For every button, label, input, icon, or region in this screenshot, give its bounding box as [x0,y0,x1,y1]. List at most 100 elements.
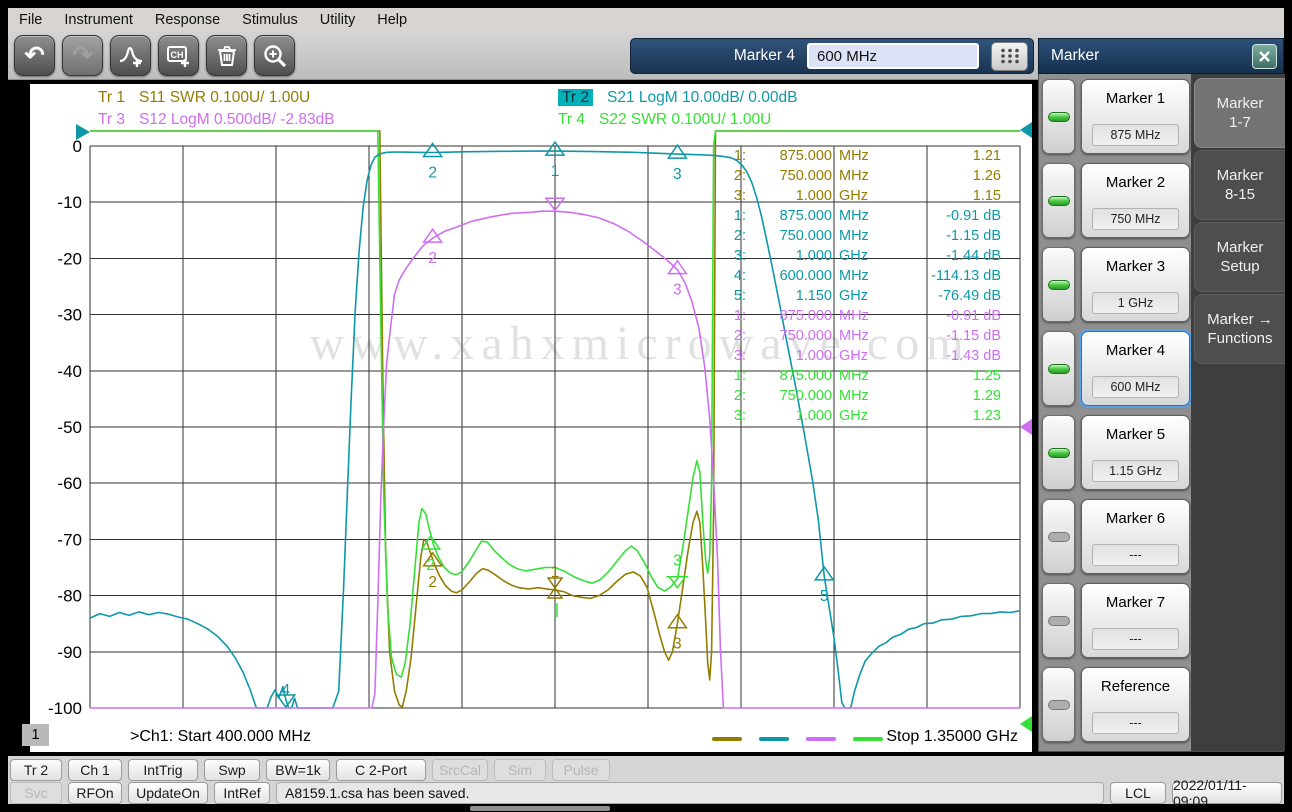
marker-1-toggle-button[interactable] [1042,79,1075,154]
undo-button[interactable]: ↶ [14,35,55,76]
status-button-inttrig[interactable]: IntTrig [128,759,198,781]
readout-row: 1: 875.000 MHz 1.21 [712,146,1008,166]
status-button-rfon[interactable]: RFOn [68,782,122,804]
marker-3-toggle-button[interactable] [1042,247,1075,322]
menu-item-response[interactable]: Response [154,12,221,28]
marker-1-button[interactable]: Marker 1 875 MHz [1081,79,1190,154]
readout-v: -1.15 dB [946,228,1001,244]
marker-8-button[interactable]: Reference --- [1081,667,1190,742]
tab-label: Marker 1-7 [1216,95,1264,131]
trace-id-tr1[interactable]: Tr 1 [98,89,125,106]
marker-glyph-label: 2 [428,250,437,267]
marker-frequency-input[interactable] [807,43,979,69]
marker-2-button[interactable]: Marker 2 750 MHz [1081,163,1190,238]
marker-tab-column: Marker 1-7 Marker 8-15 Marker Setup Marker … [1191,74,1285,751]
marker-1-led [1047,111,1070,122]
marker-glyph-tr3 [422,227,444,243]
marker-glyph-tr2 [813,565,835,581]
readout-n: 5: [733,288,746,304]
marker-glyph-label: 3 [673,553,682,570]
status-button-lcl[interactable]: LCL [1110,782,1166,804]
menu-item-help[interactable]: Help [377,12,408,28]
status-button-bw1k[interactable]: BW=1k [266,759,330,781]
marker-entry-bar: Marker 4 [630,38,1034,74]
tab-marker-8-15[interactable]: Marker 8-15 [1194,150,1285,220]
marker-3-button[interactable]: Marker 3 1 GHz [1081,247,1190,322]
marker-button-label: Marker 6 [1105,510,1166,527]
menu-item-instrument[interactable]: Instrument [64,12,133,28]
trace-curve-tr3 [90,210,1020,709]
menu-bar: File Instrument Response Stimulus Utility Hel… [8,8,1284,32]
marker-5-toggle-button[interactable] [1042,415,1075,490]
trace-color-key [712,737,883,741]
readout-u: GHz [839,248,868,264]
status-button-updateon[interactable]: UpdateOn [128,782,208,804]
trace-id-tr3[interactable]: Tr 3 [98,111,125,128]
keypad-button[interactable] [991,41,1028,71]
marker-glyph-tr2 [666,143,688,159]
readout-v: -1.43 dB [946,348,1001,364]
close-panel-button[interactable] [1252,43,1277,69]
marker-button-value: 600 MHz [1092,376,1179,398]
menu-item-stimulus[interactable]: Stimulus [242,12,298,28]
trace-label-tr4: Tr 4 S22 SWR 0.100U/ 1.00U [558,111,771,129]
plot-area[interactable]: 0 -10 -20 -30 -40 -50 -60 -70 -80 -90 -100 www.xahx… [30,84,1032,752]
trace-def-tr2: S21 LogM 10.00dB/ 0.00dB [606,89,798,106]
marker-row-2: Marker 2 750 MHz [1042,163,1190,238]
marker-button-label: Marker 7 [1105,594,1166,611]
marker-5-button[interactable]: Marker 5 1.15 GHz [1081,415,1190,490]
readout-f: 875.000 [779,368,832,384]
marker-button-value: 1.15 GHz [1092,460,1179,482]
tab-marker-1-7[interactable]: Marker 1-7 [1194,78,1285,148]
marker-2-toggle-button[interactable] [1042,163,1075,238]
status-row-1: Tr 2 Ch 1 IntTrig Swp BW=1k C 2-Port SrcCal Sim… [10,759,1282,781]
readout-row: 3: 1.000 GHz 1.15 [712,186,1008,206]
marker-glyph-tr1 [666,613,688,629]
marker-glyph-label: 2 [428,164,437,181]
marker-4-button[interactable]: Marker 4 600 MHz [1079,329,1192,408]
readout-v: -1.15 dB [946,328,1001,344]
trace-label-tr2: Tr 2 S21 LogM 10.00dB/ 0.00dB [558,89,797,107]
trace-id-tr2[interactable]: Tr 2 [558,89,593,106]
readout-v: -0.91 dB [946,208,1001,224]
readout-v: 1.29 [972,388,1001,404]
marker-7-toggle-button[interactable] [1042,583,1075,658]
delete-button[interactable] [206,35,247,76]
status-button-swp[interactable]: Swp [204,759,260,781]
marker-4-toggle-button[interactable] [1042,331,1075,406]
marker-glyph-label: 2 [428,574,437,591]
readout-f: 750.000 [779,228,832,244]
marker-8-toggle-button[interactable] [1042,667,1075,742]
readout-f: 1.000 [795,248,832,264]
marker-row-4: Marker 4 600 MHz [1042,329,1192,408]
tab-marker-functions[interactable]: Marker → Functions [1194,294,1285,364]
readout-n: 3: [733,188,746,204]
tab-marker-setup[interactable]: Marker Setup [1194,222,1285,292]
trace-curve-tr1 [90,130,1020,708]
marker-6-toggle-button[interactable] [1042,499,1075,574]
status-button-srccal: SrcCal [432,759,488,781]
zoom-button[interactable] [254,35,295,76]
status-row-2: Svc RFOn UpdateOn IntRef A8159.1.csa has bee… [10,777,1282,809]
trace-def-tr4: S22 SWR 0.100U/ 1.00U [598,111,772,128]
marker-button-value: --- [1092,712,1179,734]
menu-item-utility[interactable]: Utility [319,12,356,28]
status-button-tr2[interactable]: Tr 2 [10,759,62,781]
marker-glyph-tr2 [275,694,297,709]
menu-item-file[interactable]: File [19,12,43,28]
add-channel-button[interactable]: CH [158,35,199,76]
y-axis-tick-label: -100 [48,699,82,718]
ref-level-arrow-tr3 [1020,419,1032,435]
status-button-ch1[interactable]: Ch 1 [68,759,122,781]
status-button-intref[interactable]: IntRef [214,782,270,804]
marker-6-button[interactable]: Marker 6 --- [1081,499,1190,574]
marker-row-7: Marker 7 --- [1042,583,1190,658]
add-trace-button[interactable] [110,35,151,76]
status-button-c2port[interactable]: C 2-Port [336,759,426,781]
marker-entry-label: Marker 4 [733,47,795,64]
y-axis-tick-label: -50 [57,418,82,437]
trace-id-tr4[interactable]: Tr 4 [558,111,585,128]
marker-7-button[interactable]: Marker 7 --- [1081,583,1190,658]
marker-row-8: Reference --- [1042,667,1190,742]
undo-icon: ↶ [24,41,45,69]
